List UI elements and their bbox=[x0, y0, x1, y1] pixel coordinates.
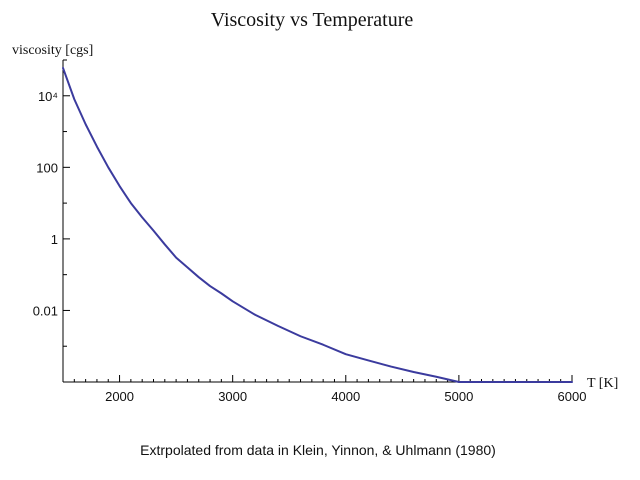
series-layer bbox=[62, 66, 573, 383]
x-tick-label: 5000 bbox=[444, 389, 473, 404]
series-line bbox=[62, 66, 573, 383]
x-axis-label: T [K] bbox=[587, 376, 618, 391]
y-tick-label: 100 bbox=[36, 160, 58, 175]
y-tick-label: 10⁴ bbox=[38, 89, 58, 104]
chart-caption: Extrpolated from data in Klein, Yinnon, … bbox=[140, 442, 496, 458]
axes bbox=[62, 60, 572, 383]
x-tick-label: 3000 bbox=[218, 389, 247, 404]
x-tick-label: 6000 bbox=[558, 389, 587, 404]
x-tick-label: 2000 bbox=[105, 389, 134, 404]
axis-ticks: 2000 3000 4000 5000 6000 10⁴ 100 1 0.01 bbox=[33, 59, 587, 404]
y-tick-label: 0.01 bbox=[33, 303, 58, 318]
y-tick-label: 1 bbox=[51, 232, 58, 247]
y-axis-label: viscosity [cgs] bbox=[12, 43, 93, 58]
x-tick-label: 4000 bbox=[331, 389, 360, 404]
chart-title: Viscosity vs Temperature bbox=[211, 9, 414, 31]
